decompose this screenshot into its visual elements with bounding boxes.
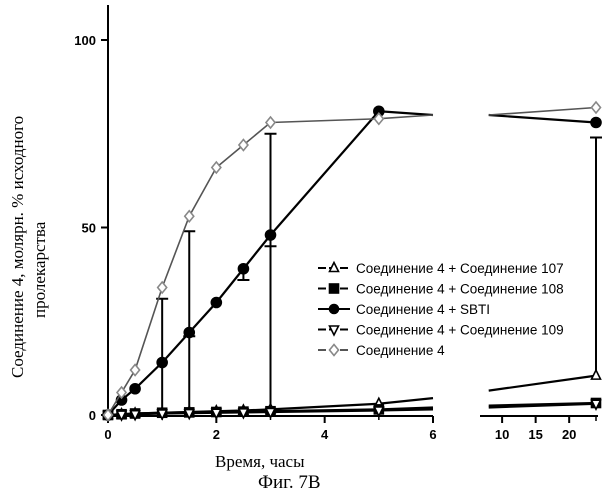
data-point [184, 328, 194, 338]
figure-caption: Фиг. 7В [258, 472, 321, 494]
legend-item-1: Соединение 4 + Соединение 107 [318, 261, 564, 276]
y-axis-label-line-2: пролекарства [30, 222, 50, 318]
x-tick-label: 0 [104, 427, 111, 442]
data-point [591, 118, 601, 128]
y-tick-label: 100 [74, 33, 96, 48]
data-point [238, 264, 248, 274]
series-5-line-right [489, 108, 596, 116]
data-point [239, 140, 248, 151]
y-axis-label-line-1: Соединение 4, молярн. % исходного [8, 116, 28, 378]
legend-label: Соединение 4 + Соединение 107 [356, 261, 564, 276]
data-point [157, 358, 167, 368]
data-point [185, 211, 194, 222]
x-tick-label: 4 [321, 427, 329, 442]
legend-marker [330, 284, 339, 293]
x-tick-label: 2 [213, 427, 220, 442]
legend-label: Соединение 4 + Соединение 108 [356, 282, 564, 297]
x-tick-label: 10 [495, 427, 509, 442]
data-point [212, 162, 221, 173]
x-tick-label: 6 [429, 427, 436, 442]
data-point [592, 102, 601, 113]
series-4 [104, 400, 601, 420]
legend-label: Соединение 4 + SBTI [356, 302, 490, 317]
data-point [130, 384, 140, 394]
data-point [266, 117, 275, 128]
legend-item-3: Соединение 4 + SBTI [318, 302, 490, 317]
data-point [211, 298, 221, 308]
legend-item-4: Соединение 4 + Соединение 109 [318, 323, 564, 338]
y-tick-label: 0 [89, 408, 96, 423]
data-point [158, 282, 167, 293]
data-point [592, 370, 601, 379]
data-point [266, 230, 276, 240]
legend-marker [330, 345, 339, 356]
legend-label: Соединение 4 + Соединение 109 [356, 323, 564, 338]
y-axis-label: Соединение 4, молярн. % исходного пролек… [0, 60, 84, 390]
series-3-line-right [489, 115, 596, 123]
series-1 [104, 134, 603, 419]
x-tick-label: 20 [562, 427, 576, 442]
series-1-line-right [489, 376, 596, 391]
legend-item-5: Соединение 4 [318, 343, 445, 358]
x-axis-label: Время, часы [215, 452, 305, 472]
x-tick-label: 15 [528, 427, 542, 442]
legend-label: Соединение 4 [356, 343, 445, 358]
legend-item-2: Соединение 4 + Соединение 108 [318, 282, 564, 297]
legend-marker [330, 305, 339, 314]
